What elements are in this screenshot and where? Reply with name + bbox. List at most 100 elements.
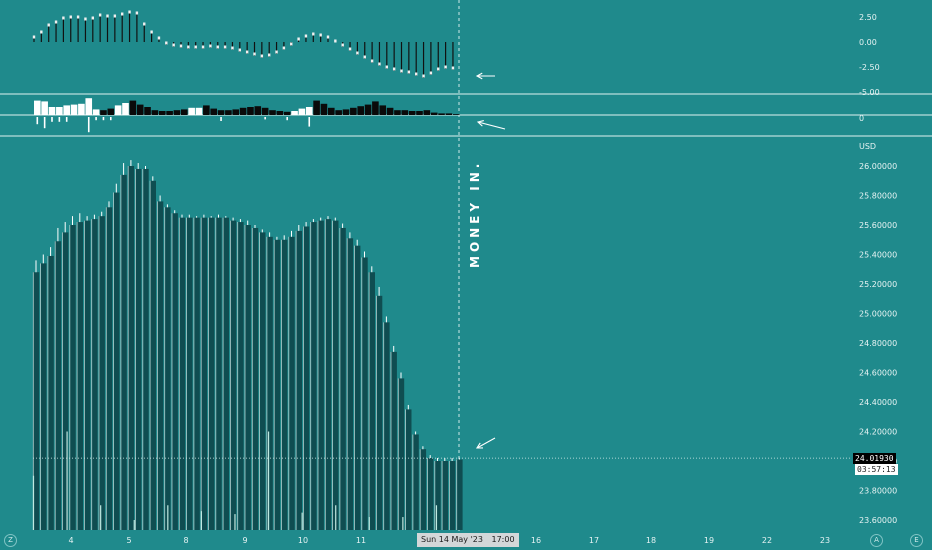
oscillator-point bbox=[32, 35, 36, 39]
time-tick-label: 22 bbox=[762, 536, 772, 545]
time-axis: 4 5 8 9 10 11 16 17 18 19 22 23 bbox=[68, 536, 830, 545]
oscillator-point bbox=[297, 37, 300, 41]
oscillator-point bbox=[400, 69, 403, 73]
oscillator-point bbox=[76, 15, 80, 19]
volume-delta-bar bbox=[34, 100, 41, 115]
oscillator-point bbox=[319, 33, 322, 37]
price-bar bbox=[208, 217, 215, 530]
oscillator-point bbox=[437, 67, 440, 71]
volume-delta-bar bbox=[328, 107, 335, 115]
volume-delta-neg-bar bbox=[87, 117, 90, 133]
volume-delta-bar bbox=[408, 111, 416, 115]
price-bar bbox=[164, 207, 171, 531]
volume-delta-bar bbox=[232, 109, 240, 115]
arrow-volume bbox=[477, 121, 506, 130]
volume-delta-bar bbox=[114, 105, 122, 115]
volume-delta-bar bbox=[85, 98, 93, 115]
corner-icon-left[interactable]: Z bbox=[4, 534, 17, 547]
oscillator-point bbox=[62, 16, 65, 20]
volume-delta-neg-bar bbox=[102, 117, 105, 121]
price-bar bbox=[193, 217, 200, 530]
volume-delta-bar bbox=[166, 111, 173, 115]
price-tick-label: 25.40000 bbox=[859, 251, 897, 260]
time-tick-label: 5 bbox=[126, 536, 131, 545]
volume-delta-bar bbox=[203, 105, 210, 115]
oscillator-point bbox=[106, 14, 109, 18]
oscillator-point bbox=[54, 20, 58, 24]
oscillator-point bbox=[275, 50, 278, 54]
time-tick-label: 23 bbox=[820, 536, 830, 545]
price-bar bbox=[98, 216, 105, 530]
oscillator-point bbox=[231, 46, 234, 50]
price-bar bbox=[120, 174, 127, 530]
volume-delta-bar bbox=[430, 112, 438, 115]
price-bar bbox=[405, 409, 412, 530]
volume-delta-bar bbox=[254, 106, 262, 115]
oscillator-tick-label: -2.50 bbox=[859, 63, 880, 72]
corner-icon-auto[interactable]: A bbox=[870, 534, 883, 547]
corner-icon-settings[interactable]: E bbox=[910, 534, 923, 547]
volume-delta-bar bbox=[298, 108, 306, 115]
price-tick-label: 25.80000 bbox=[859, 192, 897, 201]
price-bar bbox=[69, 225, 76, 530]
time-tick-label: 10 bbox=[298, 536, 308, 545]
oscillator-point bbox=[98, 13, 102, 17]
oscillator-point bbox=[187, 45, 190, 49]
volume-delta-bar bbox=[100, 110, 107, 115]
oscillator-point bbox=[84, 17, 87, 21]
price-bar bbox=[230, 220, 237, 530]
crosshair-date-label: Sun 14 May '23 17:00 bbox=[417, 533, 519, 547]
countdown-badge: 03:57:13 bbox=[855, 464, 898, 475]
volume-delta-bar bbox=[394, 110, 401, 115]
oscillator-tick-label: -5.00 bbox=[859, 88, 880, 97]
oscillator-point bbox=[312, 32, 315, 36]
price-bar bbox=[456, 459, 463, 530]
price-axis: 2.50 0.00 -2.50 -5.00 0 USD 26.00000 25.80000 25… bbox=[859, 13, 897, 525]
annotation-arrows bbox=[475, 72, 506, 449]
price-tick-label: 24.60000 bbox=[859, 369, 897, 378]
volume-delta-bar bbox=[291, 111, 298, 115]
time-tick-label: 17 bbox=[589, 536, 599, 545]
price-bar bbox=[259, 232, 266, 530]
price-tick-label: 23.80000 bbox=[859, 487, 897, 496]
oscillator-point bbox=[91, 16, 94, 20]
volume-delta-bar bbox=[357, 106, 364, 115]
oscillator-point bbox=[121, 12, 124, 16]
volume-delta-neg-bar bbox=[264, 117, 266, 120]
price-bar bbox=[390, 351, 397, 530]
price-bar bbox=[354, 245, 361, 530]
oscillator-point bbox=[150, 30, 153, 34]
price-bar bbox=[295, 230, 302, 530]
price-bar bbox=[332, 220, 339, 530]
price-tick-label: 24.80000 bbox=[859, 339, 897, 348]
oscillator-point bbox=[179, 44, 183, 48]
price-bar bbox=[412, 434, 419, 530]
time-label: 17:00 bbox=[491, 535, 515, 544]
time-tick-label: 19 bbox=[704, 536, 714, 545]
price-bar bbox=[222, 217, 229, 530]
price-bar bbox=[179, 217, 186, 530]
volume-delta-neg-bar bbox=[220, 117, 222, 121]
volume-delta-neg-bar bbox=[95, 117, 97, 121]
oscillator-point bbox=[451, 66, 455, 70]
price-bar bbox=[317, 220, 324, 530]
oscillator-point bbox=[253, 52, 256, 56]
price-bar bbox=[368, 272, 375, 530]
time-tick-label: 16 bbox=[531, 536, 541, 545]
time-tick-label: 18 bbox=[646, 536, 656, 545]
volume-delta-bar bbox=[445, 113, 453, 115]
volume-delta-bar bbox=[239, 107, 247, 115]
price-bar bbox=[113, 192, 120, 531]
volume-delta-bar bbox=[78, 103, 85, 115]
price-bar bbox=[325, 219, 332, 530]
oscillator-point bbox=[304, 34, 308, 38]
price-tick-label: 25.20000 bbox=[859, 280, 897, 289]
oscillator-tick-label: 0.00 bbox=[859, 38, 877, 47]
oscillator-point bbox=[40, 30, 43, 34]
price-bar bbox=[398, 378, 405, 530]
price-bar bbox=[244, 225, 251, 530]
price-bar bbox=[361, 257, 368, 530]
oscillator-point bbox=[143, 22, 146, 26]
volume-delta-neg-bar bbox=[308, 117, 311, 127]
